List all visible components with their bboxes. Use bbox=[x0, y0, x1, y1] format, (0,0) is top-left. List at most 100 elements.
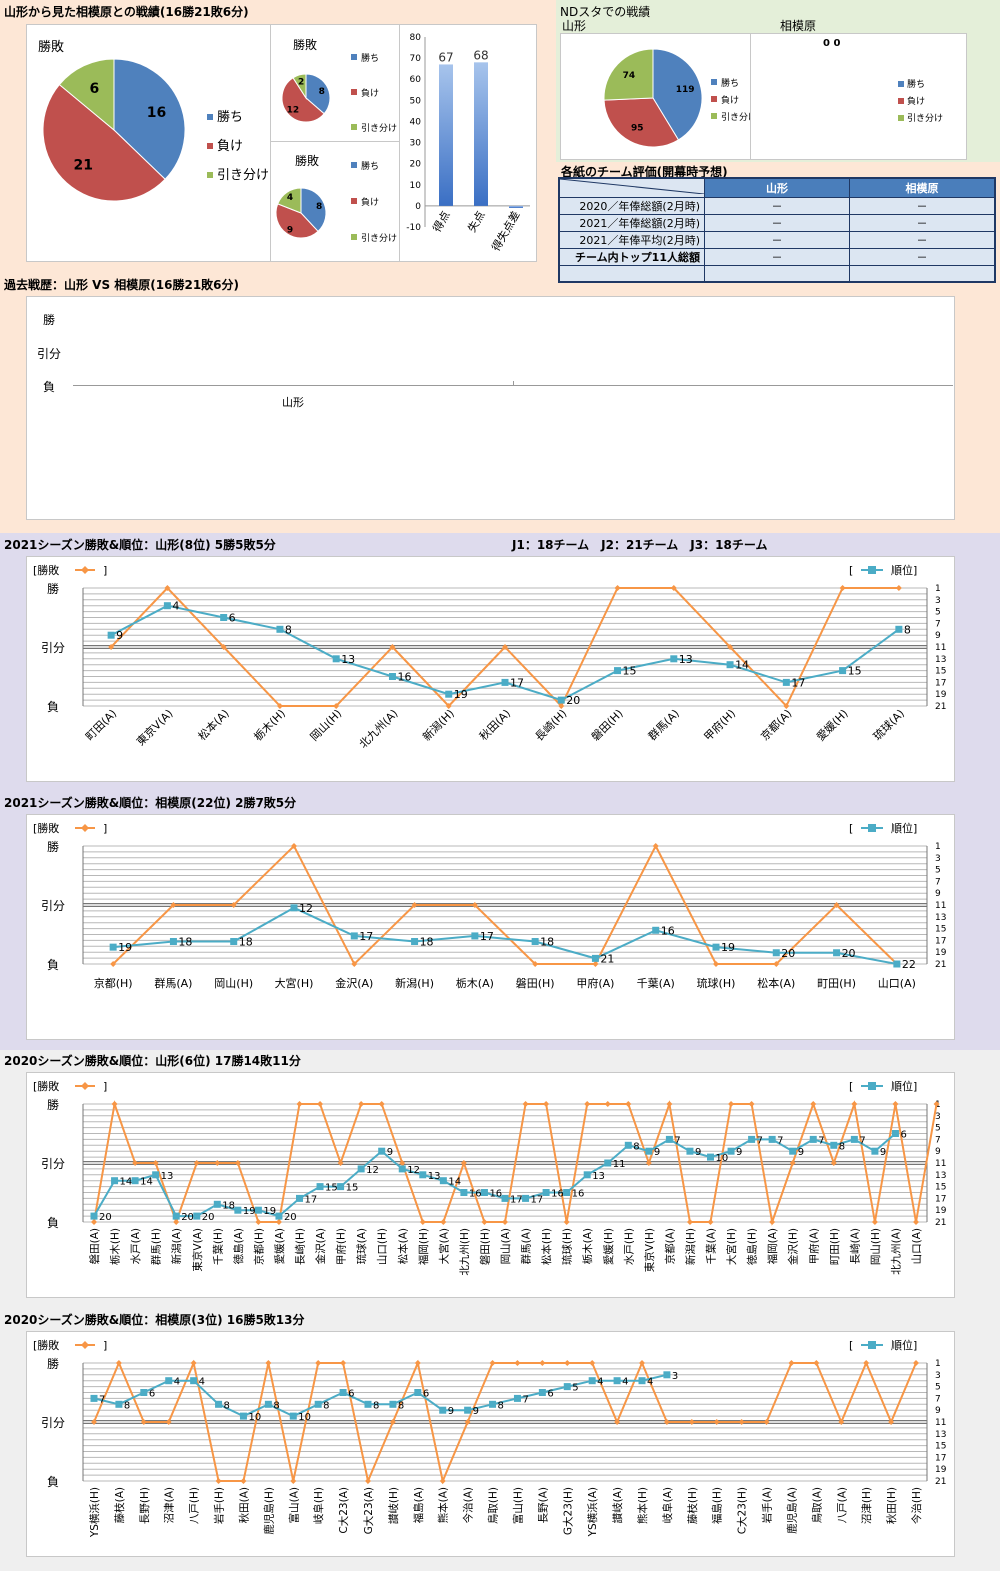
rank-label: 6 bbox=[900, 1130, 906, 1141]
y-label-draw: 引分 bbox=[41, 641, 65, 655]
x-label: 岡山(H) bbox=[870, 1228, 882, 1265]
result-point bbox=[543, 1101, 550, 1107]
rank-point bbox=[893, 960, 901, 968]
legend-draw: 引き分け bbox=[898, 111, 943, 128]
rank-point bbox=[712, 943, 720, 951]
result-point bbox=[399, 1160, 406, 1166]
rank-tick: 1 bbox=[935, 842, 941, 852]
x-label: 金沢(A) bbox=[314, 1228, 327, 1264]
rank-label: 19 bbox=[721, 941, 735, 954]
bar-x-label: 失点 bbox=[465, 209, 487, 235]
rank-tick: 11 bbox=[935, 901, 946, 911]
result-point bbox=[170, 902, 177, 908]
x-label: 徳島(H) bbox=[746, 1228, 759, 1265]
eval-cell bbox=[849, 265, 995, 282]
legend-rank-bracket: [ bbox=[849, 822, 853, 835]
x-label: 熊本(A) bbox=[437, 1487, 450, 1523]
rank-tick: 13 bbox=[935, 1171, 946, 1181]
x-label: 岡山(H) bbox=[308, 707, 345, 744]
rank-label: 19 bbox=[118, 941, 132, 954]
rank-point bbox=[624, 1141, 632, 1149]
rank-tick: 17 bbox=[935, 1194, 946, 1204]
legend-rank-label: 順位] bbox=[891, 563, 917, 577]
rank-label: 13 bbox=[428, 1171, 441, 1182]
x-label: 富山(H) bbox=[511, 1487, 524, 1524]
rank-label: 18 bbox=[178, 936, 192, 949]
rank-tick: 11 bbox=[935, 1159, 946, 1169]
x-label: 千葉(A) bbox=[705, 1228, 718, 1264]
x-label: 岐阜(H) bbox=[312, 1487, 325, 1524]
rank-point bbox=[290, 904, 298, 912]
rank-point bbox=[90, 1212, 98, 1220]
rank-tick: 17 bbox=[935, 936, 946, 946]
rank-point bbox=[296, 1194, 303, 1202]
rank-label: 7 bbox=[757, 1135, 763, 1146]
rank-label: 9 bbox=[798, 1147, 804, 1158]
rank-point bbox=[663, 1371, 671, 1379]
x-label: 金沢(H) bbox=[787, 1228, 800, 1265]
x-label: G大23(A) bbox=[362, 1487, 375, 1534]
legend-swatch bbox=[351, 89, 357, 95]
rank-point bbox=[830, 1141, 838, 1149]
rank-point bbox=[350, 932, 358, 940]
result-point bbox=[365, 1478, 371, 1484]
rank-point bbox=[726, 661, 734, 669]
rank-label: 4 bbox=[199, 1377, 205, 1388]
x-label: 八戸(H) bbox=[189, 1487, 201, 1524]
rank-point bbox=[230, 938, 238, 946]
eval-col-yamagata: 山形 bbox=[704, 178, 850, 198]
pie-slice-label: 12 bbox=[287, 105, 300, 115]
result-point bbox=[913, 1219, 919, 1225]
rank-label: 10 bbox=[248, 1412, 261, 1423]
rank-label: 7 bbox=[818, 1135, 824, 1146]
x-label: 東京V(A) bbox=[133, 706, 175, 748]
x-label: 町田(A) bbox=[83, 707, 119, 743]
x-label: 富山(A) bbox=[287, 1487, 300, 1523]
x-label: 岡山(A) bbox=[500, 1228, 512, 1264]
legend-label: 引き分け bbox=[217, 168, 269, 183]
x-label: 千葉(A) bbox=[637, 976, 675, 990]
x-label: 長崎(A) bbox=[848, 1228, 861, 1264]
rank-tick: 7 bbox=[935, 1394, 941, 1404]
result-point bbox=[215, 1478, 222, 1484]
rank-label: 8 bbox=[224, 1400, 230, 1411]
x-label: 岩手(A) bbox=[761, 1487, 774, 1523]
rank-point bbox=[839, 667, 847, 675]
rank-point bbox=[109, 943, 117, 951]
x-label: 松本(A) bbox=[195, 706, 232, 743]
pie-slice-0 bbox=[113, 58, 186, 180]
pie-slice-label: 8 bbox=[316, 202, 322, 212]
result-point bbox=[502, 644, 508, 650]
rank-label: 22 bbox=[902, 958, 916, 971]
rank-label: 4 bbox=[622, 1377, 628, 1388]
x-label: 山口(A) bbox=[911, 1228, 923, 1264]
bar-y-tick: 20 bbox=[410, 160, 422, 170]
result-point bbox=[337, 1160, 344, 1166]
rank-point bbox=[90, 1394, 98, 1402]
rank-point bbox=[215, 1400, 223, 1408]
rank-tick: 5 bbox=[935, 608, 941, 618]
x-label: 讃岐(H) bbox=[387, 1487, 400, 1524]
rank-tick: 1 bbox=[935, 1359, 941, 1369]
y-label-draw: 引分 bbox=[41, 1157, 65, 1171]
rank-point bbox=[707, 1153, 714, 1161]
result-point bbox=[378, 1101, 385, 1107]
rank-label: 8 bbox=[373, 1400, 379, 1411]
legend-result-marker bbox=[81, 1341, 89, 1349]
rank-point bbox=[314, 1400, 322, 1408]
eval-cell: － bbox=[849, 248, 995, 266]
bar-y-tick: 60 bbox=[410, 75, 422, 85]
rank-label: 20 bbox=[284, 1212, 297, 1223]
x-label: 琉球(A) bbox=[870, 706, 907, 743]
pie-slice-2 bbox=[58, 58, 115, 132]
eval-cell: － bbox=[704, 197, 850, 215]
pie-slice-1 bbox=[275, 203, 319, 239]
rank-label: 7 bbox=[859, 1135, 865, 1146]
legend-rank-label: 順位] bbox=[891, 1079, 917, 1093]
rank-label: 16 bbox=[397, 671, 411, 684]
rank-point bbox=[891, 1130, 899, 1137]
rank-point bbox=[220, 614, 228, 621]
s2021-yamagata-panel: 勝引分負 1 3 5 7 9 11 13 15 17 19 21 [勝敗][順位] 9 4 6 8 13 16 19 1… bbox=[26, 556, 955, 782]
result-point bbox=[639, 1360, 645, 1366]
rank-point bbox=[411, 938, 419, 946]
